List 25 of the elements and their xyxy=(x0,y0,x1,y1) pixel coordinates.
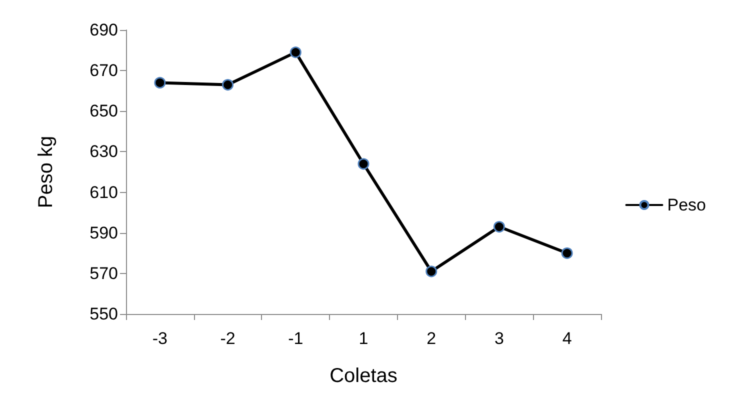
y-tick-label: 590 xyxy=(90,223,118,242)
point xyxy=(358,158,370,170)
y-tick-label: 650 xyxy=(90,102,118,121)
y-tick-label: 690 xyxy=(90,20,118,40)
point xyxy=(561,247,573,259)
x-tick-label: 1 xyxy=(358,329,368,348)
point xyxy=(222,79,234,91)
x-tick-label: 4 xyxy=(562,329,572,348)
point xyxy=(290,46,302,58)
y-tick-label: 570 xyxy=(90,264,118,283)
point xyxy=(154,76,166,88)
x-axis-title: Coletas xyxy=(330,365,398,387)
x-tick-label: 2 xyxy=(426,329,436,348)
y-tick-label: 670 xyxy=(90,61,118,80)
y-tick-label: 630 xyxy=(90,142,118,162)
x-tick-label: -2 xyxy=(220,329,236,348)
legend-label: Peso xyxy=(667,196,706,214)
y-tick-label: 550 xyxy=(90,304,118,324)
point xyxy=(493,221,505,233)
x-tick-label: -1 xyxy=(288,329,304,348)
x-tick-label: 3 xyxy=(494,329,504,348)
y-tick-label: 610 xyxy=(90,182,118,202)
y-axis-title: Peso kg xyxy=(35,136,57,208)
point xyxy=(426,266,438,278)
x-tick-label: -3 xyxy=(152,329,168,348)
